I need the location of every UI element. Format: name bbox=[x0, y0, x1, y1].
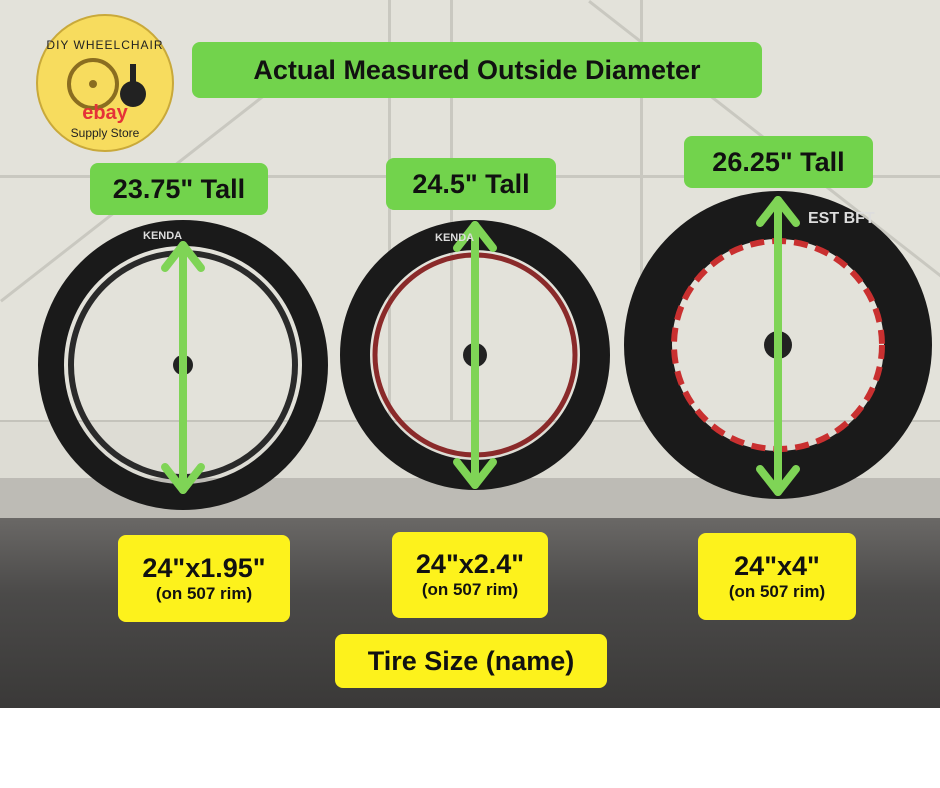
rim-text: (on 507 rim) bbox=[421, 580, 519, 599]
arrow-left bbox=[161, 241, 205, 494]
size-text: 24"x2.4" bbox=[415, 549, 525, 579]
sidewall-text: KENDA bbox=[435, 232, 474, 244]
title-text: Actual Measured Outside Diameter bbox=[253, 55, 701, 85]
wheel-caster-icon bbox=[67, 58, 146, 110]
sidewall-text: EST BFT bbox=[808, 210, 875, 227]
size-label-left: 24"x1.95" (on 507 rim) bbox=[118, 535, 290, 622]
arrow-right bbox=[756, 196, 800, 496]
size-text: 24"x1.95" bbox=[142, 552, 266, 583]
tire-size-text: Tire Size (name) bbox=[367, 646, 575, 676]
tire-size-label: Tire Size (name) bbox=[335, 634, 607, 688]
sidewall-text: KENDA bbox=[143, 230, 182, 242]
title-label: Actual Measured Outside Diameter bbox=[192, 42, 762, 98]
logo-bottom-text: Supply Store bbox=[70, 126, 140, 140]
height-label-left: 23.75" Tall bbox=[90, 163, 268, 215]
wheels-drawing: KENDA KENDA EST BFT bbox=[38, 191, 932, 510]
ebay-brand: ebay bbox=[82, 102, 128, 124]
size-label-right: 24"x4" (on 507 rim) bbox=[698, 533, 856, 620]
height-label-middle: 24.5" Tall bbox=[386, 158, 556, 210]
store-logo: DIY WHEELCHAIR ebay Supply Store bbox=[36, 14, 174, 152]
height-text: 24.5" Tall bbox=[412, 169, 530, 199]
height-label-right: 26.25" Tall bbox=[684, 136, 873, 188]
rim-text: (on 507 rim) bbox=[728, 581, 826, 601]
size-label-middle: 24"x2.4" (on 507 rim) bbox=[392, 532, 548, 618]
logo-top-text: DIY WHEELCHAIR bbox=[46, 38, 164, 52]
height-text: 26.25" Tall bbox=[712, 147, 845, 177]
rim-text: (on 507 rim) bbox=[155, 583, 253, 603]
height-text: 23.75" Tall bbox=[112, 174, 246, 204]
arrow-middle bbox=[453, 221, 497, 489]
size-text: 24"x4" bbox=[734, 550, 820, 581]
